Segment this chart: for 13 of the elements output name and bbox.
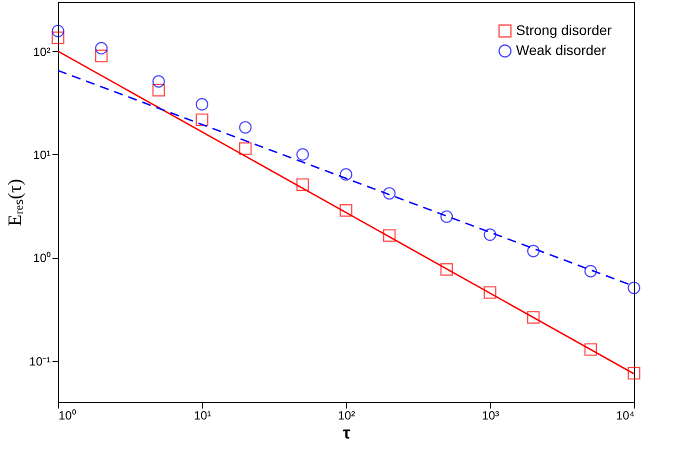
x-tick-label: 10⁴ bbox=[616, 408, 634, 422]
x-tick-label: 10² bbox=[338, 408, 356, 422]
legend-label: Strong disorder bbox=[516, 22, 612, 38]
y-tick-label: 10² bbox=[33, 44, 51, 59]
x-tick-label: 10³ bbox=[482, 408, 500, 422]
y-tick-label: 10⁰ bbox=[33, 251, 50, 266]
y-tick-label: 10⁻¹ bbox=[29, 354, 51, 368]
x-tick-label: 10¹ bbox=[194, 408, 212, 422]
x-axis-title: τ bbox=[342, 424, 351, 442]
x-tick-label: 10⁰ bbox=[58, 408, 76, 422]
y-tick-label: 10¹ bbox=[33, 148, 51, 162]
legend-label: Weak disorder bbox=[516, 42, 606, 58]
y-axis-title: Eᵣₑₛ(τ) bbox=[5, 178, 26, 226]
